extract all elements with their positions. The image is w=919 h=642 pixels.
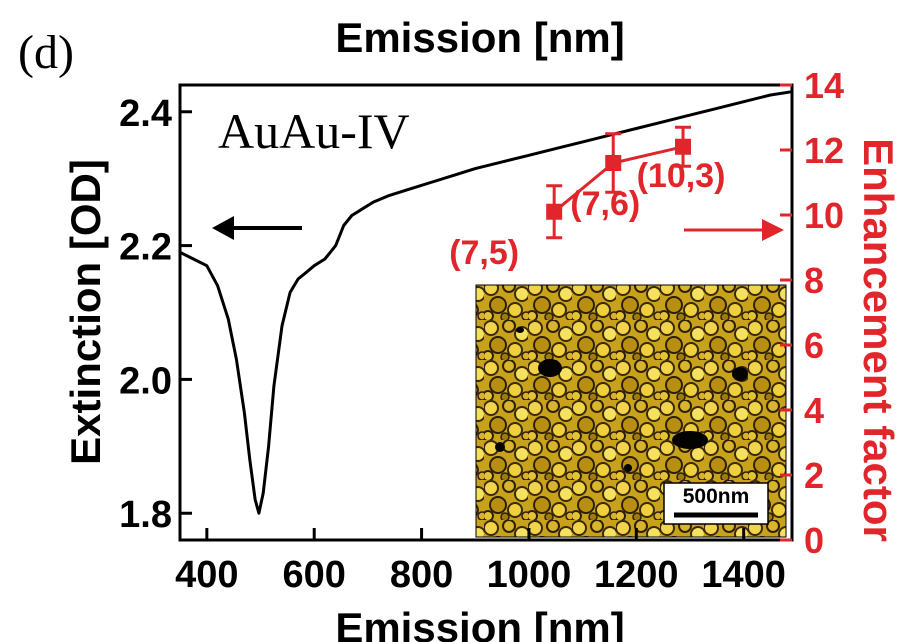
y2-axis-label: Enhancement factor <box>855 138 902 542</box>
enhancement-point <box>546 203 563 220</box>
panel-label: (d) <box>18 26 74 79</box>
x-axis-label: Emission [nm] <box>335 604 624 642</box>
scale-bar: 500nm <box>663 482 769 525</box>
x-tick-label: 1000 <box>487 554 572 596</box>
scale-bar-label: 500nm <box>683 485 750 508</box>
x-tick-label: 600 <box>283 554 346 596</box>
enhancement-point <box>675 138 692 155</box>
y-tick-label: 2.0 <box>119 360 172 402</box>
x-tick-label: 1200 <box>594 554 679 596</box>
y2-tick-label: 2 <box>804 455 824 496</box>
point-label: (7,6) <box>570 185 640 223</box>
point-label: (10,3) <box>637 157 726 195</box>
point-label: (7,5) <box>449 234 519 272</box>
sample-label: AuAu-IV <box>218 103 410 159</box>
y-tick-label: 1.8 <box>119 494 172 536</box>
x-tick-label: 800 <box>390 554 453 596</box>
y2-tick-label: 10 <box>804 195 844 236</box>
left-axis-arrow <box>212 216 302 240</box>
y-tick-label: 2.2 <box>119 227 172 269</box>
x-tick-label: 1400 <box>701 554 786 596</box>
chart-title: Emission [nm] <box>335 14 624 61</box>
plot-frame <box>178 83 794 542</box>
y2-tick-label: 14 <box>804 65 844 106</box>
enhancement-point <box>605 155 622 171</box>
y-axis-label: Extinction [OD] <box>62 159 109 465</box>
y-tick-label: 2.4 <box>119 93 172 135</box>
y2-tick-label: 12 <box>804 130 844 171</box>
right-axis-arrow <box>684 219 784 241</box>
x-tick-label: 400 <box>175 554 238 596</box>
y2-tick-label: 8 <box>804 260 824 301</box>
y2-tick-label: 6 <box>804 325 824 366</box>
y2-tick-label: 4 <box>804 390 824 431</box>
y2-tick-label: 0 <box>804 520 824 561</box>
